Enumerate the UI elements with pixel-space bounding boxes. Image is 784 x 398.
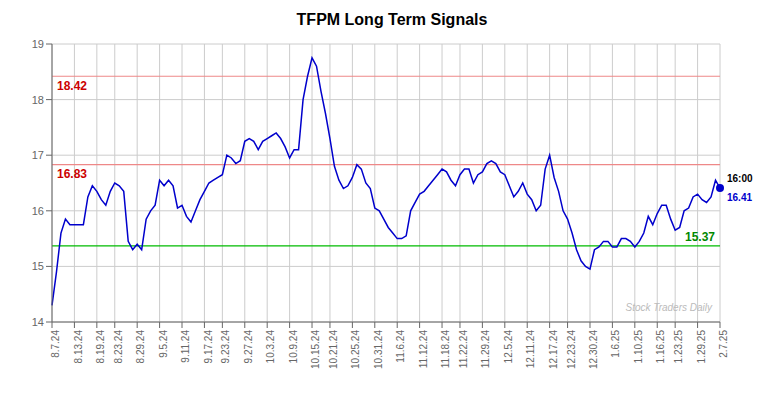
svg-text:12.30.24: 12.30.24 [588,330,599,369]
svg-text:14: 14 [32,316,44,328]
html-text:TFPM Long Term Signals: TFPM Long Term Signals [296,11,488,28]
svg-text:10.21.24: 10.21.24 [328,330,339,369]
svg-text:9.5.24: 9.5.24 [158,330,169,358]
svg-text:19: 19 [32,38,44,50]
svg-text:10.25.24: 10.25.24 [350,330,361,369]
svg-text:8.23.24: 8.23.24 [113,330,124,364]
svg-text:12.17.24: 12.17.24 [548,330,559,369]
svg-text:16.41: 16.41 [727,192,752,203]
svg-text:15.37: 15.37 [685,230,715,244]
svg-text:11.22.24: 11.22.24 [458,330,469,369]
svg-text:11.6.24: 11.6.24 [395,330,406,363]
svg-text:8.29.24: 8.29.24 [135,330,146,364]
svg-text:11.12.24: 11.12.24 [418,330,429,369]
svg-text:10.31.24: 10.31.24 [373,330,384,369]
svg-text:1.6.25: 1.6.25 [611,330,622,358]
svg-text:9.11.24: 9.11.24 [180,330,191,363]
svg-text:11.29.24: 11.29.24 [480,330,491,369]
svg-text:9.17.24: 9.17.24 [203,330,214,364]
svg-text:18: 18 [32,94,44,106]
svg-text:8.7.24: 8.7.24 [50,330,61,358]
svg-text:12.23.24: 12.23.24 [566,330,577,369]
svg-text:12.11.24: 12.11.24 [525,330,536,369]
html-text:Stock Traders Daily: Stock Traders Daily [625,302,712,313]
svg-text:1.10.25: 1.10.25 [633,330,644,364]
svg-text:15: 15 [32,260,44,272]
svg-text:16.83: 16.83 [57,167,87,181]
svg-text:2.7.25: 2.7.25 [718,330,729,358]
svg-text:8.19.24: 8.19.24 [95,330,106,364]
svg-text:18.42: 18.42 [57,79,87,93]
svg-text:10.9.24: 10.9.24 [288,330,299,364]
svg-text:16: 16 [32,205,44,217]
svg-text:12.5.24: 12.5.24 [503,330,514,364]
svg-text:8.13.24: 8.13.24 [73,330,84,364]
svg-text:10.3.24: 10.3.24 [265,330,276,364]
svg-text:9.27.24: 9.27.24 [243,330,254,364]
svg-text:10.15.24: 10.15.24 [310,330,321,369]
svg-text:9.23.24: 9.23.24 [220,330,231,364]
svg-text:11.18.24: 11.18.24 [440,330,451,369]
svg-text:16:00: 16:00 [727,173,753,184]
svg-text:17: 17 [32,149,44,161]
svg-text:1.29.25: 1.29.25 [696,330,707,364]
svg-text:1.23.25: 1.23.25 [673,330,684,364]
svg-text:1.16.25: 1.16.25 [655,330,666,364]
